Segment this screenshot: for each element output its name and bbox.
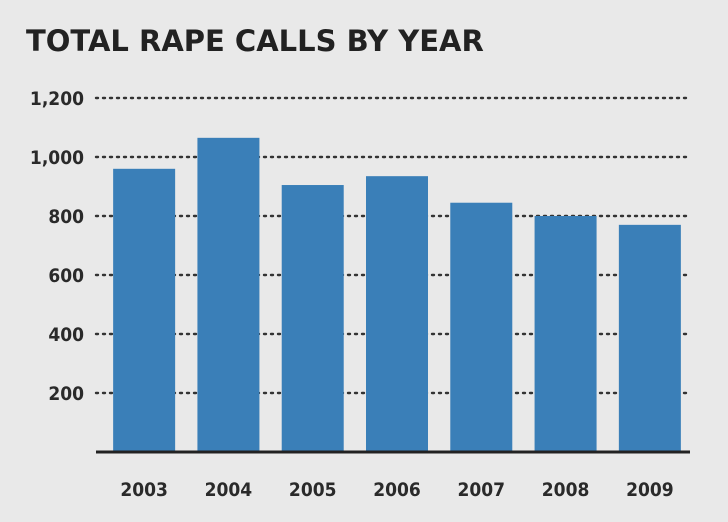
x-category-label: 2005 [289, 479, 337, 501]
x-category-labels: 2003 2004 2005 2006 2007 2008 2009 [120, 479, 673, 501]
bar-2009 [618, 224, 681, 452]
x-category-label: 2009 [626, 479, 674, 501]
y-tick-label: 800 [48, 206, 84, 228]
bar-2007 [450, 202, 513, 452]
y-tick-label: 200 [48, 383, 84, 405]
bar-2003 [113, 168, 176, 453]
bar-2005 [281, 185, 344, 452]
bars [113, 137, 681, 453]
y-tick-labels: 200 400 600 800 1,000 1,200 [30, 88, 84, 405]
y-tick-label: 400 [48, 324, 84, 346]
x-category-label: 2006 [373, 479, 421, 501]
x-category-label: 2008 [542, 479, 590, 501]
x-category-label: 2007 [457, 479, 505, 501]
bar-2008 [534, 216, 597, 452]
y-tick-label: 1,000 [30, 147, 84, 169]
bar-2006 [366, 176, 428, 453]
y-tick-label: 1,200 [30, 88, 84, 110]
x-category-label: 2003 [120, 479, 168, 501]
y-tick-label: 600 [48, 265, 84, 287]
chart-title: TOTAL RAPE CALLS BY YEAR [26, 24, 484, 58]
bar-2004 [197, 137, 260, 452]
x-category-label: 2004 [205, 479, 253, 501]
